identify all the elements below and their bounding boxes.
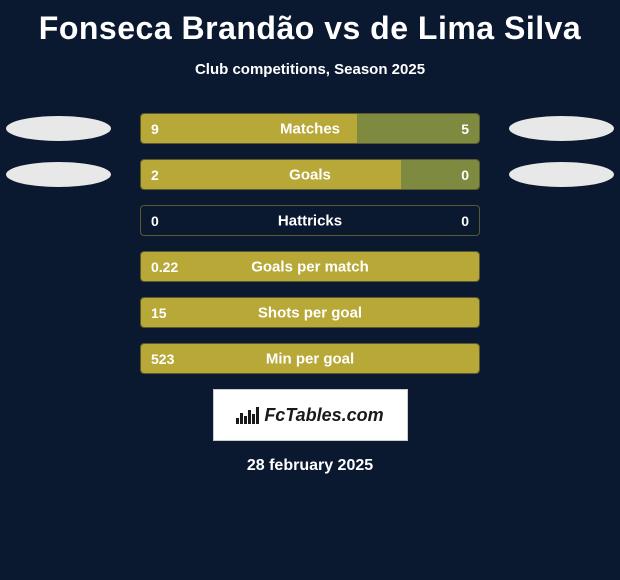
metric-label: Min per goal	[266, 350, 354, 367]
comparison-chart: 9 Matches 5 2 Goals 0 0 Hattricks 0 0.22…	[0, 113, 620, 374]
metric-label: Hattricks	[278, 212, 342, 229]
value-left: 523	[151, 351, 174, 367]
chart-icon	[236, 407, 259, 424]
metric-label: Goals per match	[251, 258, 369, 275]
value-left: 0	[151, 213, 159, 229]
player-right-oval	[509, 116, 614, 141]
metric-label: Shots per goal	[258, 304, 362, 321]
value-left: 0.22	[151, 259, 178, 275]
stat-row: 0.22 Goals per match	[0, 251, 620, 282]
value-left: 9	[151, 121, 159, 137]
date-label: 28 february 2025	[0, 457, 620, 475]
bar-container: 0.22 Goals per match	[140, 251, 480, 282]
bar-container: 9 Matches 5	[140, 113, 480, 144]
bar-container: 15 Shots per goal	[140, 297, 480, 328]
stat-row: 9 Matches 5	[0, 113, 620, 144]
subtitle: Club competitions, Season 2025	[0, 61, 620, 78]
branding-badge[interactable]: FcTables.com	[213, 389, 408, 441]
bar-container: 523 Min per goal	[140, 343, 480, 374]
value-left: 2	[151, 167, 159, 183]
stat-row: 523 Min per goal	[0, 343, 620, 374]
player-left-oval	[6, 162, 111, 187]
bar-left	[141, 160, 401, 189]
stat-row: 2 Goals 0	[0, 159, 620, 190]
branding-text: FcTables.com	[264, 405, 383, 426]
bar-container: 0 Hattricks 0	[140, 205, 480, 236]
value-right: 0	[461, 167, 469, 183]
value-right: 5	[461, 121, 469, 137]
value-left: 15	[151, 305, 167, 321]
stat-row: 0 Hattricks 0	[0, 205, 620, 236]
page-title: Fonseca Brandão vs de Lima Silva	[0, 0, 620, 47]
metric-label: Goals	[289, 166, 331, 183]
value-right: 0	[461, 213, 469, 229]
player-right-oval	[509, 162, 614, 187]
metric-label: Matches	[280, 120, 340, 137]
player-left-oval	[6, 116, 111, 141]
bar-container: 2 Goals 0	[140, 159, 480, 190]
stat-row: 15 Shots per goal	[0, 297, 620, 328]
